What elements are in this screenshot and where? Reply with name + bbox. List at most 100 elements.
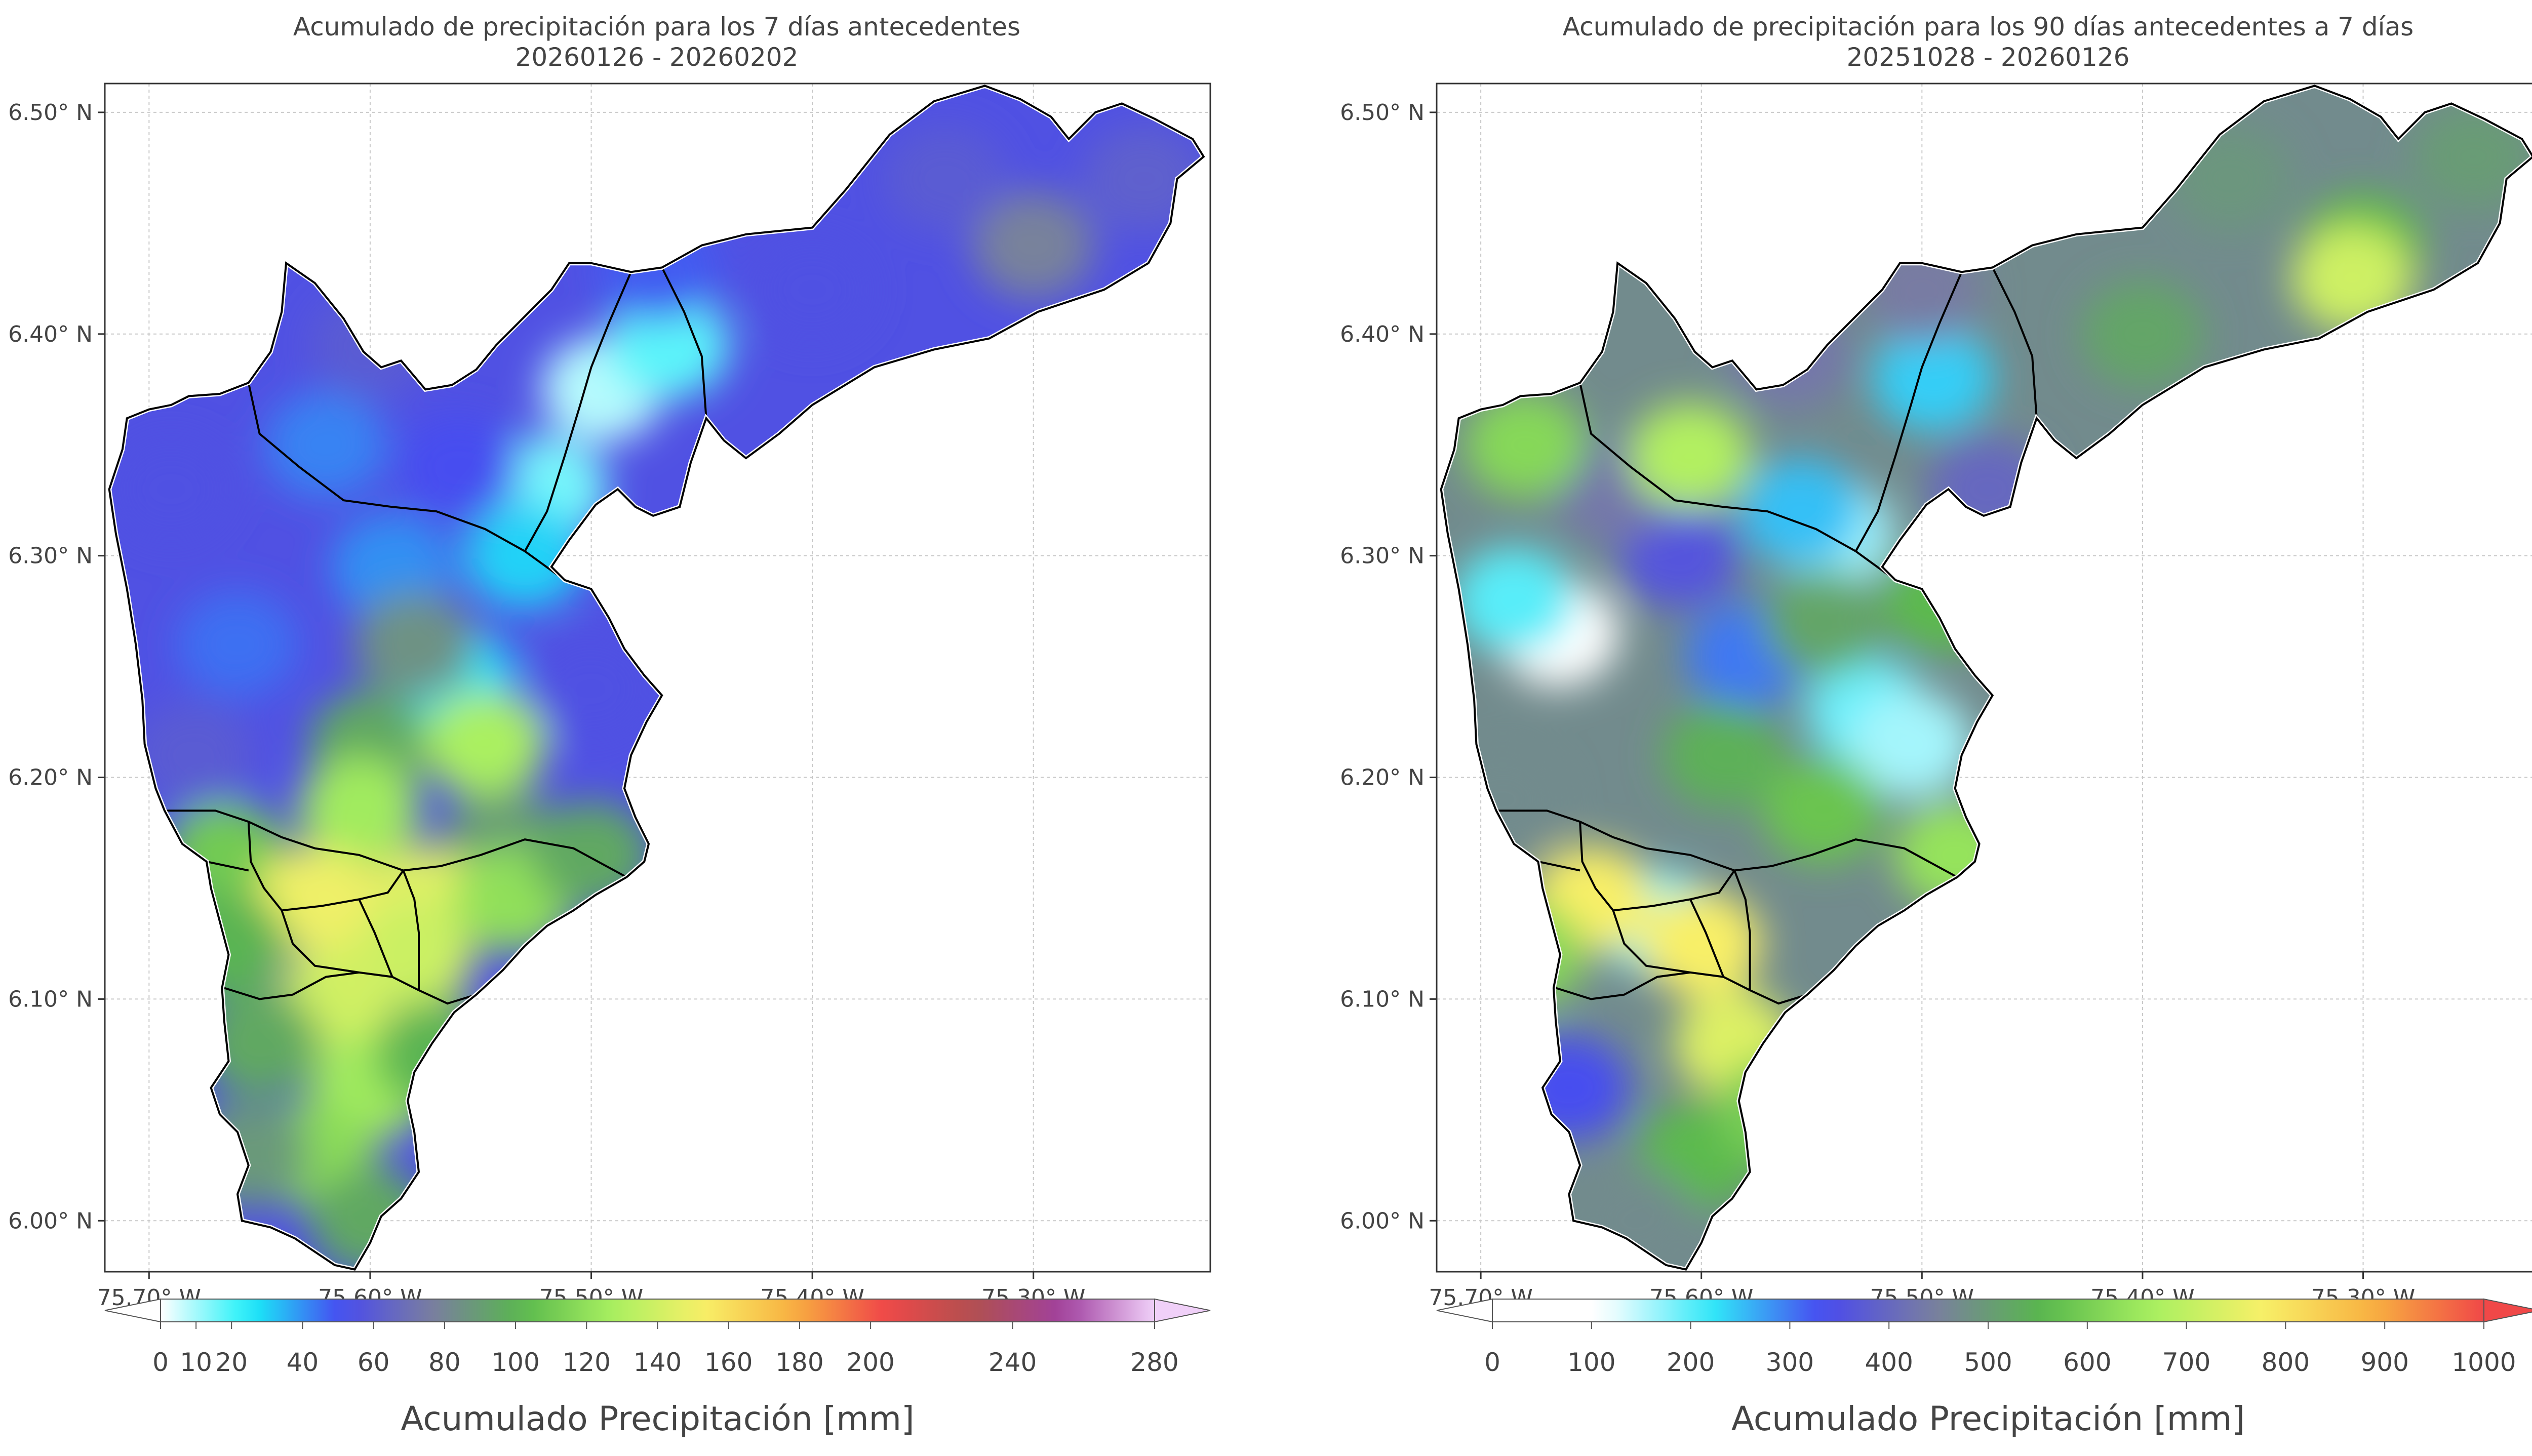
precip-value-point: [375, 1001, 497, 1108]
municipality-boundary: [1496, 810, 1958, 878]
colorbar-tick-label: 0: [152, 1348, 169, 1377]
precip-value-point: [2412, 103, 2532, 210]
map-frame: [1436, 83, 2532, 1273]
precip-value-point: [187, 1101, 309, 1207]
precip-value-point: [353, 591, 476, 698]
precip-value-point: [1872, 325, 1994, 432]
precip-value-point: [1894, 801, 2016, 908]
y-tick-label: 6.50° N: [1340, 100, 1425, 126]
municipality-boundary: [524, 271, 632, 552]
colorbar-tick-label: 600: [2063, 1348, 2111, 1377]
precip-value-point: [1530, 846, 1652, 953]
precip-value-point: [2081, 280, 2203, 387]
precip-value-point: [254, 846, 376, 953]
colorbar-tick-label: 80: [428, 1348, 461, 1377]
colorbar-gradient: [1492, 1299, 2484, 1322]
precip-value-point: [132, 702, 254, 808]
colorbar-tick-label: 40: [287, 1348, 319, 1377]
map-panel-7-days: Acumulado de precipitación para los 7 dí…: [8, 12, 1211, 1438]
precip-value-point: [265, 391, 387, 498]
y-tick-label: 6.00° N: [1340, 1208, 1425, 1234]
y-tick-label: 6.20° N: [8, 765, 93, 791]
precip-value-point: [1640, 890, 1762, 997]
map-panel-90-days: Acumulado de precipitación para los 90 d…: [1340, 12, 2532, 1438]
colorbar-tick-label: 100: [1567, 1348, 1615, 1377]
map-frame: [104, 83, 1211, 1273]
colorbar-tick-label: 60: [358, 1348, 390, 1377]
colorbar-label: Acumulado Precipitación [mm]: [401, 1399, 914, 1438]
colorbar-tick-label: 200: [846, 1348, 894, 1377]
municipality-boundary: [358, 899, 393, 978]
precip-value-point: [1464, 391, 1586, 498]
municipality-boundary: [247, 382, 526, 552]
colorbar-tick-label: 800: [2262, 1348, 2310, 1377]
colorbar-tick-label: 20: [215, 1348, 248, 1377]
precip-value-point: [2291, 225, 2413, 332]
colorbar-gradient: [160, 1299, 1155, 1322]
precip-value-point: [176, 591, 298, 698]
municipality-boundary: [661, 267, 707, 419]
precip-value-point: [1508, 1034, 1630, 1141]
field-blobs: [1442, 103, 2532, 1270]
colorbar-over-arrow: [2483, 1298, 2532, 1323]
precip-value-point: [1453, 547, 1575, 654]
precip-value-point: [1762, 757, 1884, 864]
municipality-boundaries: [164, 267, 707, 1005]
y-tick-label: 6.50° N: [8, 100, 93, 126]
precip-value-point: [1629, 402, 1751, 509]
precip-value-point: [398, 414, 520, 520]
precip-value-point: [2170, 126, 2292, 232]
colorbar-tick-label: 140: [634, 1348, 682, 1377]
precip-value-point: [608, 292, 730, 398]
basin-outline: [1440, 85, 2532, 1271]
colorbar-label: Acumulado Precipitación [mm]: [1731, 1399, 2245, 1438]
y-tick-label: 6.30° N: [1340, 543, 1425, 569]
precip-value-point: [530, 635, 652, 742]
y-tick-label: 6.20° N: [1340, 765, 1425, 791]
precip-value-point: [110, 436, 232, 543]
colorbar-over-arrow: [1154, 1298, 1211, 1323]
precip-value-point: [1718, 1057, 1840, 1163]
colorbar-tick-label: 120: [563, 1348, 611, 1377]
y-tick-label: 6.10° N: [8, 986, 93, 1012]
y-axis: 6.50° N 6.40° N 6.30° N 6.20° N 6.10° N 6.00°…: [1340, 100, 1437, 1234]
precip-value-point: [1442, 746, 1564, 853]
precipitation-field: [1441, 86, 2532, 1270]
colorbar-tick-label: 500: [1964, 1348, 2012, 1377]
panel-title: Acumulado de precipitación para los 7 dí…: [293, 12, 1020, 42]
y-tick-label: 6.10° N: [1340, 986, 1425, 1012]
municipality-boundary: [247, 821, 477, 1005]
precip-value-point: [1728, 303, 1850, 410]
colorbar-tick-label: 1000: [2451, 1348, 2516, 1377]
precip-value-point: [298, 757, 420, 864]
municipality-boundary: [1579, 382, 1856, 552]
panel-subtitle: 20251028 - 20260126: [1847, 43, 2130, 72]
colorbar-tick-label: 300: [1766, 1348, 1814, 1377]
municipality-boundary: [1555, 971, 1691, 1000]
municipality-boundary: [1537, 860, 1580, 872]
municipality-boundary: [1689, 899, 1725, 978]
precip-value-point: [1883, 547, 2005, 654]
precip-value-point: [1083, 126, 1204, 232]
colorbar-tick-label: 900: [2360, 1348, 2408, 1377]
panel-title: Acumulado de precipitación para los 90 d…: [1563, 12, 2414, 42]
y-axis: 6.50° N 6.40° N 6.30° N 6.20° N 6.10° N 6.00°…: [8, 100, 105, 1234]
precip-value-point: [884, 126, 1006, 232]
y-tick-label: 6.30° N: [8, 543, 93, 569]
precip-value-point: [751, 236, 874, 343]
y-tick-label: 6.40° N: [8, 321, 93, 347]
colorbar-tick-label: 400: [1865, 1348, 1913, 1377]
precip-value-point: [424, 691, 546, 797]
precip-value-point: [972, 192, 1094, 299]
precip-value-point: [464, 502, 586, 609]
colorbar: 0 100 200 300 400 500 600 700 800 900 1000 Acumulad…: [1436, 1298, 2532, 1438]
y-tick-label: 6.40° N: [1340, 321, 1425, 347]
basin-outline: [108, 85, 1205, 1271]
panel-subtitle: 20260126 - 20260202: [516, 43, 799, 72]
municipality-boundary: [1854, 271, 1963, 552]
municipality-boundary: [164, 810, 627, 878]
precip-value-point: [1762, 569, 1884, 676]
colorbar-tick-label: 160: [704, 1348, 753, 1377]
precipitation-field: [109, 86, 1204, 1270]
